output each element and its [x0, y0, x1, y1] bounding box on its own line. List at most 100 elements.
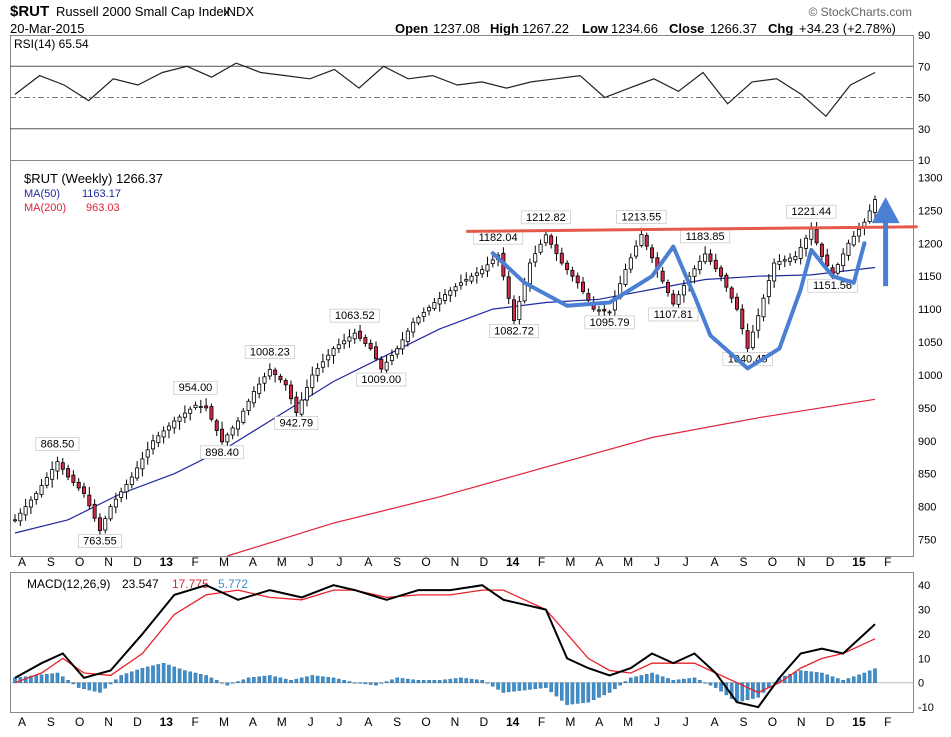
histogram-bar [676, 679, 681, 683]
rsi-tick-label: 90 [918, 30, 930, 42]
candle-body [395, 348, 400, 355]
candle-body [97, 517, 102, 532]
candle-body [294, 396, 299, 414]
exchange-text: INDX [223, 4, 254, 19]
histogram-bar [193, 672, 198, 683]
candle-body [416, 316, 421, 324]
candle-body [71, 474, 76, 483]
price-label: 1151.56 [813, 280, 852, 292]
x-tick-label: F [538, 715, 545, 729]
histogram-bar [214, 680, 219, 683]
candle-body [113, 498, 118, 508]
x-tick-label: J [654, 715, 660, 729]
ma200-legend-name: MA(200) [24, 202, 66, 214]
x-tick-label: D [133, 715, 142, 729]
candle-body [660, 270, 665, 282]
candle-body [644, 234, 649, 247]
histogram-bar [29, 675, 33, 683]
price-label-box [616, 210, 667, 224]
open-value: 1237.08 [433, 21, 480, 36]
x-tick-label: S [47, 715, 55, 729]
candle-body [182, 412, 187, 418]
candle-body [411, 321, 416, 333]
candle-body [166, 425, 171, 431]
histogram-bar [453, 678, 458, 683]
candle-body [193, 404, 198, 409]
histogram-bar [71, 682, 76, 685]
price-label: 1107.81 [654, 309, 693, 321]
candle-body [750, 331, 755, 348]
ma50-legend-name: MA(50) [24, 188, 60, 200]
histogram-bar [480, 680, 484, 683]
x-tick-label: J [683, 715, 689, 729]
x-tick-label: 13 [160, 555, 174, 569]
histogram-bar [368, 682, 373, 685]
price-label-box [648, 307, 699, 322]
candle-body [278, 375, 283, 381]
histogram-bar [830, 676, 835, 683]
histogram-bar [305, 676, 309, 683]
candle-body [665, 282, 670, 293]
histogram-bar [867, 670, 872, 683]
candle-body [724, 274, 729, 288]
histogram-bar [575, 682, 580, 704]
price-label-box [78, 534, 122, 548]
histogram-bar [443, 679, 447, 683]
candle-body [39, 485, 44, 495]
candle-body [777, 260, 782, 265]
x-tick-label: N [104, 555, 113, 569]
price-label: 763.55 [83, 536, 117, 548]
candle-body [289, 384, 294, 400]
price-label-box [520, 210, 571, 225]
price-label-box [584, 315, 635, 330]
x-tick-label: M [219, 555, 229, 569]
candle-body [151, 440, 156, 450]
histogram-bar [554, 682, 559, 697]
ohlc-readout: Open 1237.08 High 1267.22 Low 1234.66 Cl… [395, 21, 896, 36]
histogram-bar [225, 682, 230, 686]
candle-body [639, 233, 644, 246]
x-tick-label: A [249, 715, 257, 729]
histogram-bar [246, 677, 251, 683]
candle-body [135, 467, 140, 479]
histogram-bar [347, 681, 352, 683]
rsi-tick-label: 70 [918, 61, 930, 73]
histogram-bar [384, 681, 389, 683]
histogram-bar [570, 682, 575, 705]
histogram-bar [299, 677, 304, 683]
x-tick-label: S [740, 555, 748, 569]
histogram-bar [76, 682, 81, 688]
low-value: 1234.66 [611, 21, 658, 36]
histogram-bar [655, 674, 660, 683]
x-tick-label: O [768, 715, 777, 729]
histogram-bar [798, 670, 803, 683]
signal-value: 17.775 [172, 577, 209, 591]
change-value: +34.23 (+2.78%) [799, 21, 896, 36]
candle-body [352, 332, 357, 340]
histogram-bar [363, 682, 368, 685]
price-tick-label: 1150 [918, 271, 942, 283]
price-label: 1009.00 [361, 374, 401, 386]
histogram-bar [841, 680, 845, 683]
candle-body [342, 340, 347, 345]
histogram-bar [851, 676, 856, 683]
macd-tick-label: 40 [918, 580, 930, 592]
x-tick-label: J [308, 715, 314, 729]
histogram-bar [804, 670, 808, 683]
x-tick-label: A [18, 555, 26, 569]
histogram-bar [618, 682, 622, 686]
histogram-bar [241, 679, 246, 683]
histogram-bar [129, 671, 134, 683]
histogram-bar [45, 674, 49, 683]
price-label: 1183.85 [686, 231, 725, 243]
macd-layer: 40 30 20 10 0 -10 [10, 580, 934, 714]
x-tick-label: S [47, 555, 55, 569]
ma50-line [14, 266, 876, 534]
histogram-bar [55, 672, 60, 683]
candle-body [384, 361, 389, 371]
histogram-bar [188, 671, 192, 683]
histogram-bar [788, 674, 792, 683]
candle-body [368, 342, 373, 350]
histogram-bar [873, 668, 877, 683]
x-tick-label: 14 [506, 555, 520, 569]
